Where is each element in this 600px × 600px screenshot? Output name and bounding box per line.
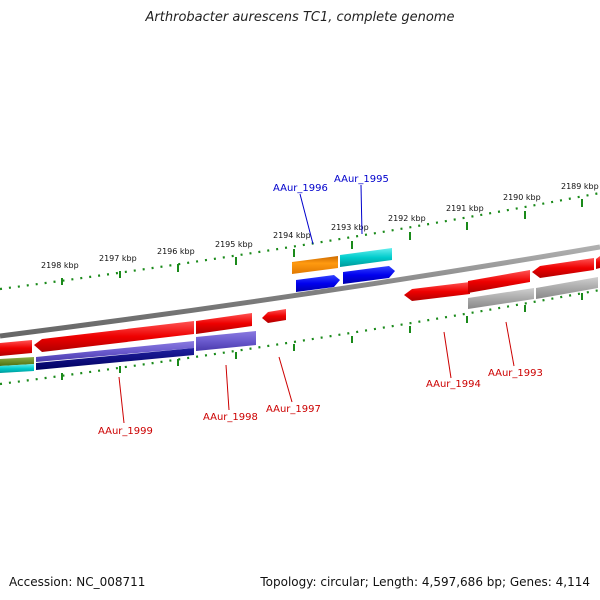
ruler-label-2195: 2195 kbp: [215, 240, 253, 249]
genome-backbone: [0, 244, 600, 339]
gene-aaur-1999-red[interactable]: [34, 321, 194, 352]
gene-label-aaur-1993[interactable]: AAur_1993: [488, 368, 543, 379]
gene-aaur-1997[interactable]: [262, 309, 286, 323]
accession-text: Accession: NC_008711: [9, 575, 146, 589]
ruler-label-2198: 2198 kbp: [41, 261, 79, 270]
gene-aaur-1996-blue[interactable]: [296, 275, 340, 292]
gene-aaur-1999-purple[interactable]: [36, 341, 194, 362]
leader-aaur-1994: [443, 331, 452, 379]
gene-aaur-1993-gray-b[interactable]: [536, 277, 598, 299]
ruler-label-2189: 2189 kbp: [561, 182, 599, 191]
gene-red-upper-right-a[interactable]: [468, 270, 530, 293]
gene-label-aaur-1994[interactable]: AAur_1994: [426, 379, 481, 390]
gene-olive-far-left[interactable]: [0, 357, 34, 366]
ruler-top-dots: [0, 191, 600, 291]
gene-red-upper-right-b[interactable]: [532, 258, 594, 278]
ruler-label-2192: 2192 kbp: [388, 214, 426, 223]
ruler-top-major-ticks: [61, 199, 583, 285]
gene-aaur-1999-navy[interactable]: [36, 348, 194, 370]
ruler-label-2190: 2190 kbp: [503, 193, 541, 202]
leader-aaur-1996: [299, 193, 314, 245]
gene-aaur-1995-cyan[interactable]: [340, 248, 392, 267]
leader-aaur-1995: [360, 184, 363, 235]
ruler-label-2194: 2194 kbp: [273, 231, 311, 240]
gene-label-aaur-1996[interactable]: AAur_1996: [273, 183, 328, 194]
ruler-label-2197: 2197 kbp: [99, 254, 137, 263]
leader-aaur-1999: [118, 376, 125, 424]
ruler-label-2191: 2191 kbp: [446, 204, 484, 213]
ruler-label-2196: 2196 kbp: [157, 247, 195, 256]
gene-cyan-far-left[interactable]: [0, 364, 34, 373]
leader-aaur-1997: [278, 356, 293, 403]
gene-aaur-1994[interactable]: [404, 282, 470, 301]
gene-aaur-1998-purple[interactable]: [196, 331, 256, 351]
leader-aaur-1998: [225, 364, 230, 411]
gene-aaur-1996-orange[interactable]: [292, 256, 338, 274]
diagram-title: Arthrobacter aurescens TC1, complete gen…: [145, 10, 455, 25]
gene-aaur-1998-red[interactable]: [196, 313, 252, 334]
gene-aaur-1995-blue[interactable]: [343, 266, 395, 284]
gene-aaur-1993-gray-a[interactable]: [468, 288, 534, 309]
gene-red-upper-right-c[interactable]: [596, 256, 600, 269]
gene-label-aaur-1997[interactable]: AAur_1997: [266, 404, 321, 415]
ruler-bottom-dots: [0, 288, 600, 386]
gene-label-aaur-1999[interactable]: AAur_1999: [98, 426, 153, 437]
ruler-labels: 2198 kbp 2197 kbp 2196 kbp 2195 kbp 2194…: [41, 182, 599, 270]
gene-label-aaur-1998[interactable]: AAur_1998: [203, 412, 258, 423]
leader-aaur-1993: [505, 321, 515, 367]
gene-label-aaur-1995[interactable]: AAur_1995: [334, 174, 389, 185]
gene-red-far-left[interactable]: [0, 340, 32, 356]
genome-summary-text: Topology: circular; Length: 4,597,686 bp…: [260, 575, 590, 589]
ruler-bottom-major-ticks: [61, 293, 583, 380]
ruler-label-2193: 2193 kbp: [331, 223, 369, 232]
